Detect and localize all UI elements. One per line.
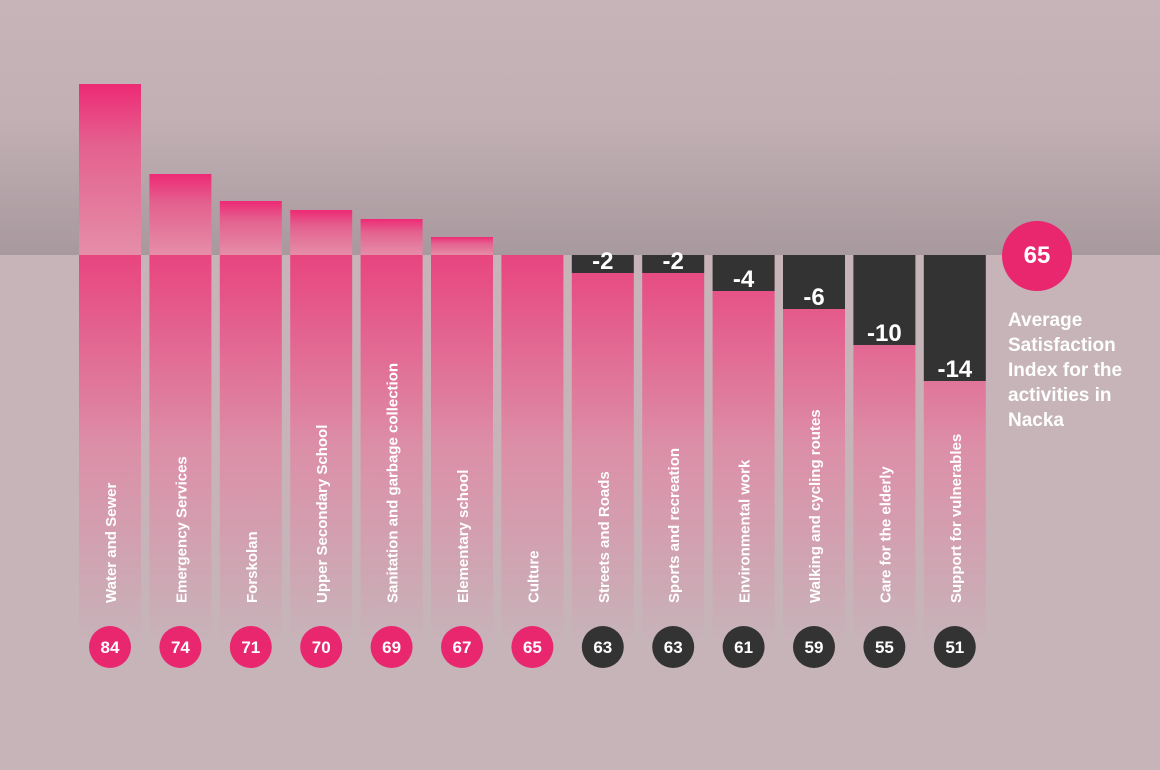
value-label: 67 bbox=[453, 638, 472, 657]
bar-base-walking-and-cycling-routes bbox=[783, 309, 845, 640]
deviation-label: -2 bbox=[663, 248, 684, 275]
value-label: 51 bbox=[945, 638, 964, 657]
bar-water-and-sewer bbox=[79, 84, 141, 255]
value-badge bbox=[581, 626, 624, 668]
deviation-label: -4 bbox=[733, 266, 755, 293]
bar-base-support-for-vulnerables bbox=[923, 381, 986, 640]
bar-base-streets-and-roads bbox=[571, 273, 634, 640]
bar-forskolan bbox=[219, 201, 282, 255]
deficit-bar-environmental-work bbox=[712, 255, 775, 291]
value-badge bbox=[722, 626, 765, 668]
value-label: 84 bbox=[101, 638, 120, 657]
value-badge bbox=[863, 626, 906, 668]
category-label: Forskolan bbox=[244, 531, 261, 603]
bar-base-culture bbox=[501, 255, 564, 640]
deficit-bar-support-for-vulnerables bbox=[923, 255, 986, 381]
value-badge bbox=[652, 626, 695, 668]
bar-base-care-for-the-elderly bbox=[853, 345, 916, 640]
value-label: 69 bbox=[382, 638, 401, 657]
value-label: 61 bbox=[734, 638, 753, 657]
value-badge bbox=[793, 626, 835, 668]
category-label: Sanitation and garbage collection bbox=[385, 363, 402, 603]
value-label: 63 bbox=[593, 638, 612, 657]
value-badge bbox=[89, 626, 131, 668]
value-label: 71 bbox=[241, 638, 260, 657]
category-label: Streets and Roads bbox=[596, 471, 613, 603]
category-label: Environmental work bbox=[737, 459, 754, 603]
value-label: 70 bbox=[312, 638, 331, 657]
bar-base-elementary-school bbox=[431, 255, 493, 640]
deviation-label: -14 bbox=[937, 356, 972, 383]
category-label: Support for vulnerables bbox=[948, 434, 965, 603]
deviation-label: -2 bbox=[592, 248, 613, 275]
value-label: 65 bbox=[523, 638, 542, 657]
bar-base-sports-and-recreation bbox=[642, 273, 705, 640]
average-value-badge: 65 bbox=[1002, 221, 1072, 291]
category-label: Water and Sewer bbox=[103, 483, 120, 603]
bar-elementary-school bbox=[431, 237, 493, 255]
value-badge bbox=[511, 626, 554, 668]
average-value: 65 bbox=[1023, 242, 1051, 269]
bar-base-water-and-sewer bbox=[79, 255, 141, 640]
value-badge bbox=[370, 626, 413, 668]
value-badge bbox=[933, 626, 976, 668]
bar-base-emergency-services bbox=[149, 255, 212, 640]
value-label: 74 bbox=[171, 638, 190, 657]
category-label: Elementary school bbox=[455, 470, 472, 603]
average-caption: Average Satisfaction Index for the activ… bbox=[1008, 310, 1123, 431]
value-badge bbox=[300, 626, 343, 668]
value-badge bbox=[229, 626, 272, 668]
deviation-label: -6 bbox=[803, 284, 824, 311]
category-label: Care for the elderly bbox=[877, 466, 894, 603]
value-badge bbox=[159, 626, 202, 668]
deficit-bar-care-for-the-elderly bbox=[853, 255, 916, 345]
bar-emergency-services bbox=[149, 174, 212, 255]
deficit-bar-streets-and-roads bbox=[571, 255, 634, 273]
bar-base-forskolan bbox=[219, 255, 282, 640]
category-label: Emergency Services bbox=[173, 456, 190, 603]
bar-base-environmental-work bbox=[712, 291, 775, 640]
deficit-bar-walking-and-cycling-routes bbox=[783, 255, 845, 309]
bar-base-upper-secondary-school bbox=[290, 255, 353, 640]
value-label: 63 bbox=[664, 638, 683, 657]
category-label: Walking and cycling routes bbox=[807, 409, 824, 603]
deviation-label: -10 bbox=[867, 320, 902, 347]
category-label: Upper Secondary School bbox=[314, 425, 331, 603]
value-badge bbox=[441, 626, 483, 668]
deficit-bar-sports-and-recreation bbox=[642, 255, 705, 273]
bar-upper-secondary-school bbox=[290, 210, 353, 255]
value-label: 55 bbox=[875, 638, 894, 657]
category-label: Culture bbox=[525, 551, 542, 604]
value-label: 59 bbox=[805, 638, 824, 657]
bar-base-sanitation-and-garbage-collection bbox=[360, 255, 423, 640]
bar-sanitation-and-garbage-collection bbox=[360, 219, 423, 255]
category-label: Sports and recreation bbox=[666, 448, 683, 603]
